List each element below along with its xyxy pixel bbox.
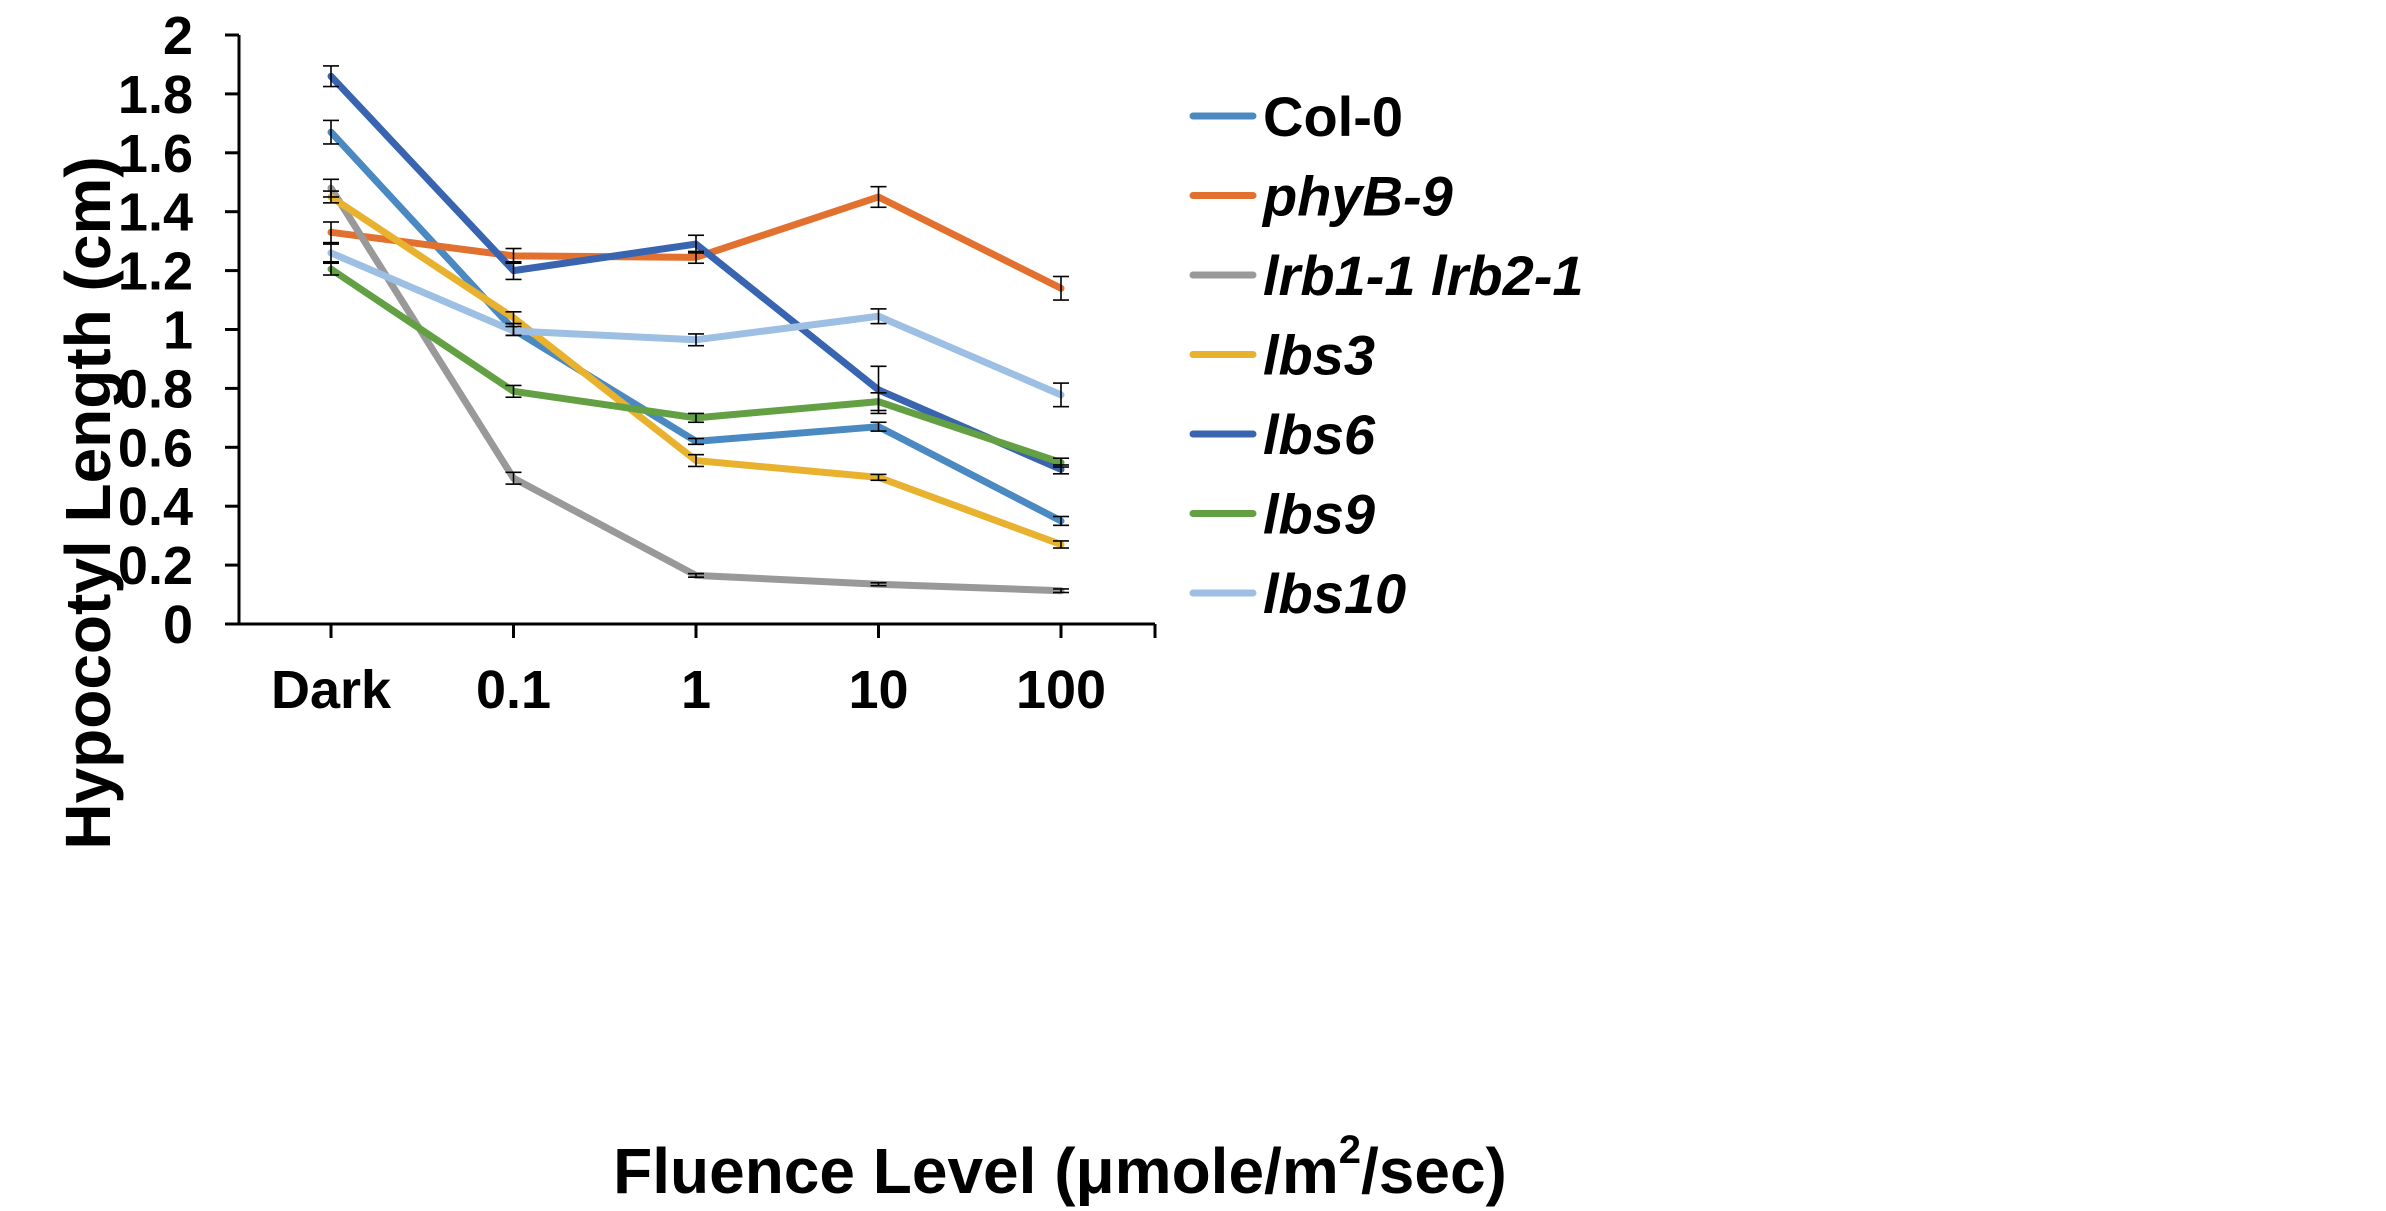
legend-item: lbs10 xyxy=(1189,562,1406,625)
legend-label: lbs6 xyxy=(1263,403,1376,466)
x-tick-label: 0.1 xyxy=(476,660,551,720)
error-bar xyxy=(1053,588,1069,594)
y-tick-label: 0.4 xyxy=(118,477,193,537)
legend-label: lbs9 xyxy=(1263,483,1375,546)
x-axis-title-main: Fluence Level (μmole/m xyxy=(613,1135,1339,1207)
error-bar xyxy=(1053,515,1069,527)
error-bar xyxy=(870,308,887,325)
x-tick-label: 100 xyxy=(1016,660,1106,720)
y-axis-title: Hypocotyl Length (cm) xyxy=(52,156,124,849)
error-bar xyxy=(1053,275,1069,301)
y-tick-label: 1.4 xyxy=(118,183,193,243)
error-bar xyxy=(1053,457,1069,468)
error-bar xyxy=(870,185,887,209)
legend-label: lbs3 xyxy=(1263,324,1375,387)
error-bar xyxy=(688,437,704,446)
error-bars xyxy=(323,65,1069,594)
legend-label: phyB-9 xyxy=(1261,165,1453,228)
error-bar xyxy=(323,221,339,244)
error-bar xyxy=(1053,382,1069,408)
error-bar xyxy=(505,260,522,281)
legend-item: lbs6 xyxy=(1189,403,1376,466)
error-bar xyxy=(870,392,887,412)
error-bar xyxy=(323,190,339,204)
y-tick-label: 1.8 xyxy=(118,65,193,125)
legend-item: lbs9 xyxy=(1189,483,1375,546)
error-bar xyxy=(688,333,704,347)
legend-item: lbs3 xyxy=(1189,324,1375,387)
legend-item: Col-0 xyxy=(1189,85,1403,148)
y-tick-label: 0.8 xyxy=(118,359,193,419)
x-axis: Dark 0.1 1 10 100 xyxy=(239,622,1157,720)
y-axis: 00.20.40.60.811.21.41.61.82 xyxy=(118,6,241,655)
error-bar xyxy=(688,412,704,424)
y-tick-label: 0.6 xyxy=(118,418,193,478)
y-tick-label: 0 xyxy=(163,595,193,655)
series-line-lbs10 xyxy=(327,249,1065,399)
y-tick-label: 1.2 xyxy=(118,242,193,302)
error-bar xyxy=(323,262,339,276)
error-bar xyxy=(505,384,522,399)
error-bar xyxy=(323,243,339,263)
error-bar xyxy=(870,473,887,482)
legend-label: lrb1-1 lrb2-1 xyxy=(1263,244,1584,307)
error-bar xyxy=(688,572,704,578)
legend-item: lrb1-1 lrb2-1 xyxy=(1189,244,1584,307)
x-axis-title-tail: /sec) xyxy=(1361,1135,1507,1207)
legend: Col-0 phyB-9 lrb1-1 lrb2-1 lbs3 lbs6 lbs9 lbs1… xyxy=(1189,85,1584,625)
x-tick-label: Dark xyxy=(271,660,392,720)
x-axis-title: Fluence Level (μmole/m2/sec) xyxy=(613,1128,1507,1207)
error-bar xyxy=(323,65,339,88)
x-tick-label: 10 xyxy=(848,660,908,720)
error-bar xyxy=(1053,540,1069,549)
legend-item: phyB-9 xyxy=(1189,165,1453,228)
error-bar xyxy=(323,119,339,145)
error-bar xyxy=(688,453,704,468)
error-bar xyxy=(505,325,522,337)
y-tick-label: 0.2 xyxy=(118,536,193,596)
y-tick-label: 1 xyxy=(163,301,193,361)
legend-label: lbs10 xyxy=(1263,562,1406,625)
y-tick-label: 1.6 xyxy=(118,124,193,184)
legend-label: Col-0 xyxy=(1263,85,1403,148)
x-axis-title-superscript: 2 xyxy=(1339,1128,1361,1172)
error-bar xyxy=(505,311,522,325)
y-tick-label: 2 xyxy=(163,6,193,66)
error-bar xyxy=(505,471,522,485)
error-bar xyxy=(870,581,887,587)
error-bar xyxy=(688,234,704,254)
x-tick-label: 1 xyxy=(681,660,711,720)
error-bar xyxy=(870,421,887,432)
